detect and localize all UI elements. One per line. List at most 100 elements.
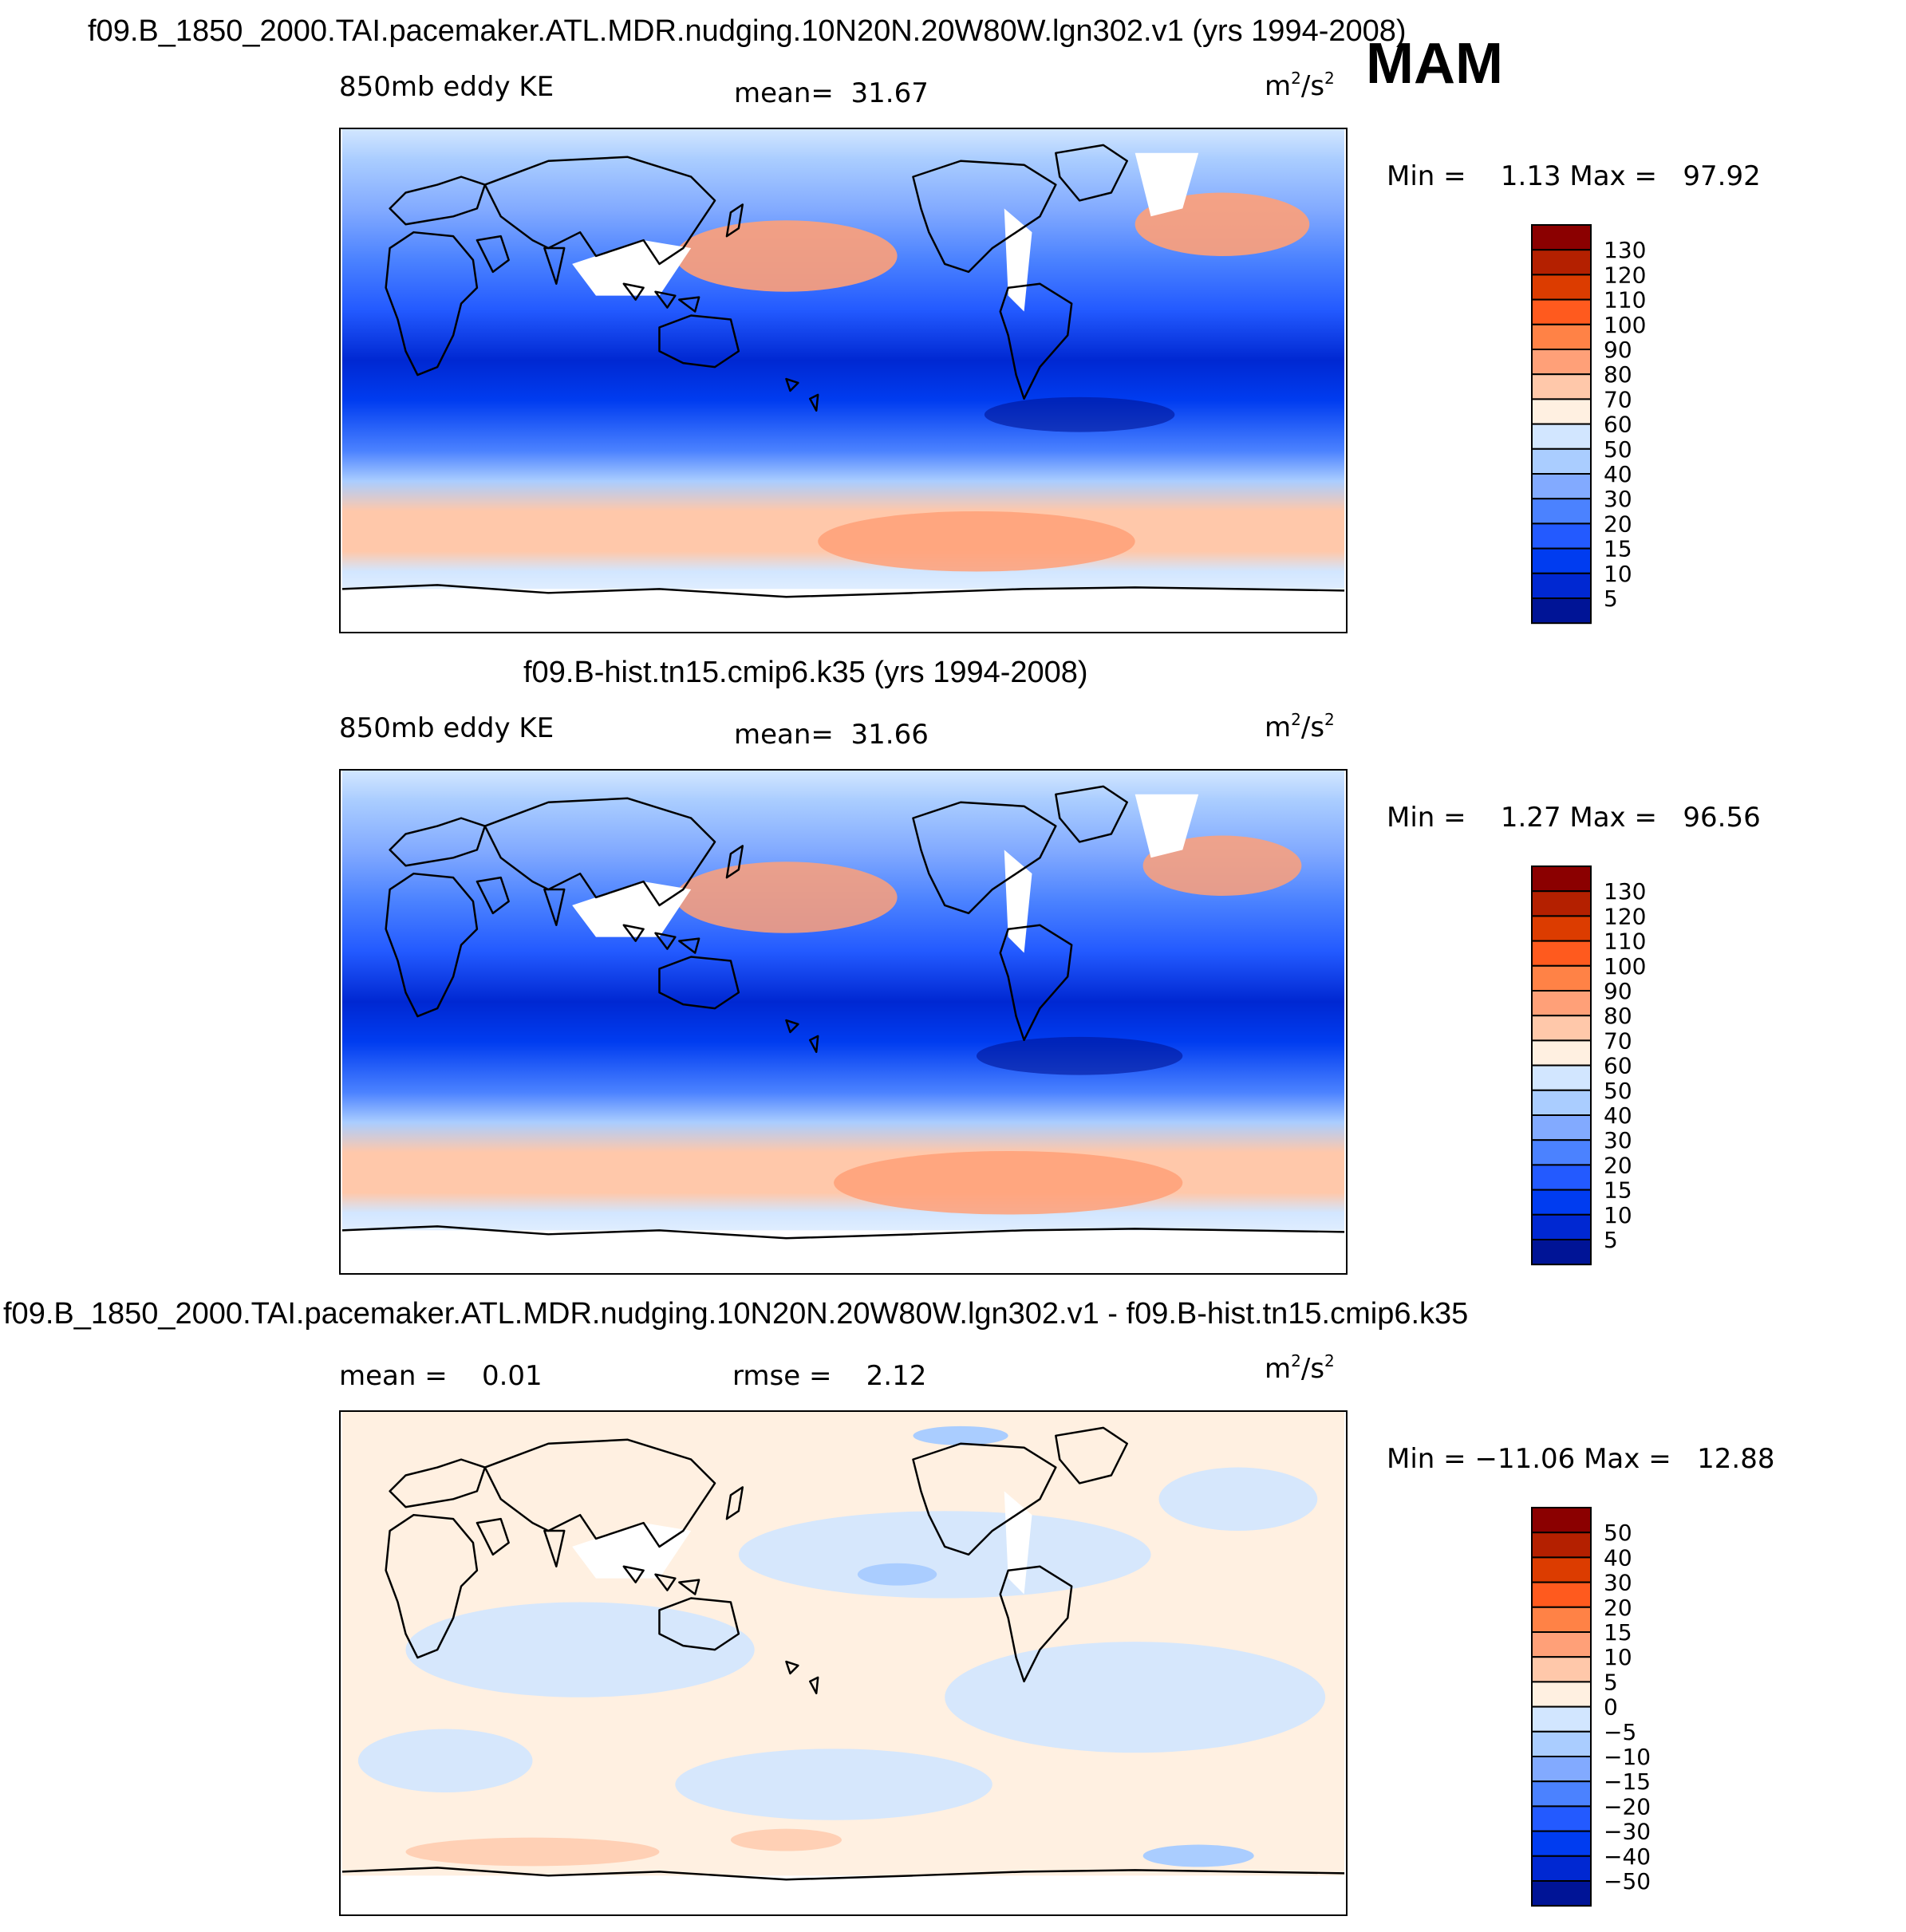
colorbar-box — [1531, 990, 1592, 1017]
colorbar-box — [1531, 1139, 1592, 1166]
colorbar-tick-label: 70 — [1604, 1027, 1632, 1054]
panel-3-mean-value: 0.01 — [481, 1360, 543, 1392]
colorbar-tick-label: 80 — [1604, 1003, 1632, 1029]
colorbar-tick-label: 60 — [1604, 412, 1632, 438]
colorbar-box — [1531, 865, 1592, 893]
colorbar-box — [1531, 940, 1592, 967]
colorbar-box — [1531, 1705, 1592, 1733]
colorbar-tick-label: 110 — [1604, 929, 1646, 955]
panel-3-mean: mean = 0.01 — [339, 1362, 543, 1390]
panel-1-units: m2/s2 — [1265, 69, 1335, 102]
panel-1-max-value: 97.92 — [1683, 160, 1761, 192]
panel-2-max-label: Max = — [1569, 802, 1657, 834]
colorbar-box — [1531, 1114, 1592, 1141]
colorbar-box — [1531, 1164, 1592, 1191]
colorbar-box — [1531, 1015, 1592, 1042]
panel-3-rmse: rmse = 2.12 — [732, 1362, 926, 1390]
colorbar-box — [1531, 522, 1592, 550]
panel-3-rmse-value: 2.12 — [866, 1360, 927, 1392]
panel-1-mean-label: mean= — [734, 77, 834, 109]
panel-1-map — [339, 128, 1348, 633]
colorbar-tick-label: 10 — [1604, 561, 1632, 587]
colorbar-box — [1531, 1239, 1592, 1266]
panel-2-mean-label: mean= — [734, 719, 834, 751]
colorbar-tick-label: 15 — [1604, 1177, 1632, 1204]
colorbar-box — [1531, 274, 1592, 301]
panel-3-map-field — [341, 1412, 1346, 1914]
colorbar-tick-label: 130 — [1604, 237, 1646, 263]
panel-2-mean: mean= 31.66 — [734, 721, 929, 748]
colorbar-tick-label: −40 — [1604, 1843, 1651, 1870]
colorbar-box — [1531, 1855, 1592, 1882]
panel-1-title: f09.B_1850_2000.TAI.pacemaker.ATL.MDR.nu… — [88, 14, 1407, 48]
panel-3-rmse-label: rmse = — [732, 1360, 832, 1392]
colorbar-box — [1531, 423, 1592, 450]
panel-1-variable-label: 850mb eddy KE — [339, 71, 554, 103]
colorbar-box — [1531, 915, 1592, 942]
colorbar-box — [1531, 1730, 1592, 1757]
panel-2-minmax: Min = 1.27 Max = 96.56 — [1387, 804, 1761, 831]
colorbar-box — [1531, 1507, 1592, 1534]
panel-2-max-value: 96.56 — [1683, 802, 1761, 834]
colorbar-tick-label: −10 — [1604, 1744, 1651, 1770]
panel-3-title: f09.B_1850_2000.TAI.pacemaker.ATL.MDR.nu… — [3, 1297, 1469, 1331]
panel-3-units: m2/s2 — [1265, 1351, 1335, 1385]
colorbar-tick-label: 40 — [1604, 461, 1632, 487]
colorbar-box — [1531, 373, 1592, 400]
panel-2-map — [339, 769, 1348, 1275]
colorbar-box — [1531, 1213, 1592, 1240]
colorbar-box — [1531, 349, 1592, 376]
colorbar-tick-label: 20 — [1604, 1595, 1632, 1621]
panel-1-min-label: Min = — [1387, 160, 1466, 192]
panel-1-minmax: Min = 1.13 Max = 97.92 — [1387, 163, 1761, 190]
colorbar-box — [1531, 547, 1592, 574]
panel-2-title: f09.B-hist.tn15.cmip6.k35 (yrs 1994-2008… — [523, 656, 1088, 689]
colorbar-tick-label: 15 — [1604, 1619, 1632, 1646]
colorbar-box — [1531, 1556, 1592, 1583]
colorbar-tick-label: 15 — [1604, 536, 1632, 562]
panel-3-map — [339, 1410, 1348, 1916]
colorbar-tick-label: 5 — [1604, 1669, 1618, 1695]
colorbar-tick-label: 70 — [1604, 386, 1632, 412]
colorbar-box — [1531, 448, 1592, 475]
colorbar-tick-label: 130 — [1604, 878, 1646, 905]
colorbar-tick-label: −50 — [1604, 1868, 1651, 1895]
colorbar-tick-label: 30 — [1604, 1570, 1632, 1596]
season-label: MAM — [1366, 32, 1503, 96]
colorbar-box — [1531, 964, 1592, 992]
colorbar-tick-label: 120 — [1604, 262, 1646, 288]
panel-2-units: m2/s2 — [1265, 710, 1335, 743]
colorbar-box — [1531, 1780, 1592, 1808]
colorbar-tick-label: 40 — [1604, 1544, 1632, 1571]
colorbar-box — [1531, 597, 1592, 625]
colorbar-box — [1531, 1656, 1592, 1683]
colorbar-tick-label: −30 — [1604, 1819, 1651, 1845]
colorbar-tick-label: 50 — [1604, 1520, 1632, 1546]
colorbar-tick-label: −20 — [1604, 1793, 1651, 1820]
colorbar-tick-label: 20 — [1604, 1152, 1632, 1178]
colorbar-tick-label: 120 — [1604, 903, 1646, 929]
panel-3-mean-label: mean = — [339, 1360, 448, 1392]
panel-1-map-field — [341, 129, 1346, 632]
colorbar-tick-label: 90 — [1604, 337, 1632, 363]
colorbar-box — [1531, 1189, 1592, 1216]
colorbar-box — [1531, 498, 1592, 525]
colorbar-box — [1531, 1681, 1592, 1708]
colorbar-box — [1531, 224, 1592, 251]
panel-1-colorbar: 130 120 110 100 90 80 70 60 50 40 30 20 15 10 5 — [1530, 223, 1690, 625]
colorbar-tick-label: −5 — [1604, 1719, 1636, 1745]
colorbar-box — [1531, 1606, 1592, 1634]
colorbar-box — [1531, 1089, 1592, 1116]
colorbar-box — [1531, 890, 1592, 917]
colorbar-tick-label: 30 — [1604, 486, 1632, 512]
colorbar-tick-label: 10 — [1604, 1202, 1632, 1228]
colorbar-tick-label: 40 — [1604, 1102, 1632, 1129]
colorbar-box — [1531, 398, 1592, 425]
panel-1-max-label: Max = — [1569, 160, 1657, 192]
panel-3-min-label: Min = — [1387, 1443, 1466, 1475]
colorbar-tick-label: 100 — [1604, 312, 1646, 338]
panel-3-max-value: 12.88 — [1697, 1443, 1775, 1475]
colorbar-box — [1531, 1805, 1592, 1832]
colorbar-box — [1531, 1880, 1592, 1907]
